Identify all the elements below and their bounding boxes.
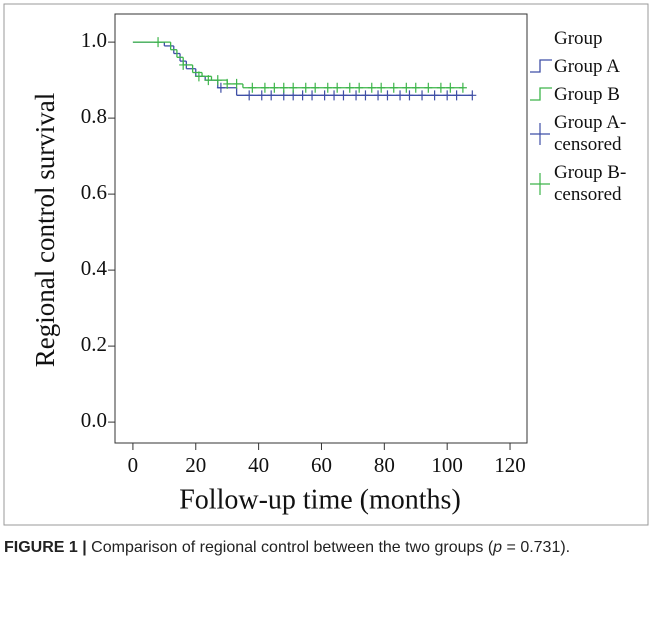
censor-mark	[430, 90, 439, 101]
censor-mark	[374, 90, 383, 101]
censor-mark	[389, 82, 398, 93]
legend-step	[530, 59, 552, 73]
censor-mark	[154, 37, 163, 48]
censor-mark	[301, 82, 310, 93]
x-tick-label: 0	[128, 453, 139, 477]
censor-mark	[436, 82, 445, 93]
y-tick-label: 0.2	[81, 332, 107, 356]
caption-italic: p	[493, 539, 503, 556]
legend-censor	[530, 123, 550, 145]
censor-mark	[179, 59, 188, 70]
x-tick-label: 100	[431, 453, 463, 477]
legend-title: Group	[554, 28, 603, 49]
plot-frame	[114, 13, 528, 444]
censor-mark	[311, 82, 320, 93]
censor-mark	[289, 82, 298, 93]
figure-frame	[3, 3, 649, 526]
caption-text: Comparison of regional control between t…	[91, 539, 494, 556]
censor-mark	[279, 82, 288, 93]
censor-mark	[308, 90, 317, 101]
censor-mark	[396, 90, 405, 101]
legend-label: Group A	[554, 56, 620, 77]
legend-icon	[530, 87, 552, 101]
censor-mark	[411, 82, 420, 93]
censor-mark	[267, 90, 276, 101]
censor-mark	[248, 82, 257, 93]
censor-mark	[298, 90, 307, 101]
censor-mark	[330, 90, 339, 101]
y-tick-label: 0.6	[81, 180, 107, 204]
legend-item: Group A	[526, 56, 646, 78]
censor-mark	[323, 82, 332, 93]
censor-mark	[260, 82, 269, 93]
caption: FIGURE 1 | Comparison of regional contro…	[4, 534, 644, 562]
legend-item: Group B-censored	[526, 162, 646, 206]
legend-icon	[530, 173, 550, 195]
censor-mark	[361, 90, 370, 101]
x-tick-label: 60	[311, 453, 332, 477]
legend-icon	[530, 59, 552, 73]
legend: Group Group A Group B Group A-censored Grou…	[526, 28, 646, 206]
censor-mark	[223, 78, 232, 89]
x-tick-label: 20	[185, 453, 206, 477]
censor-mark	[232, 78, 241, 89]
censor-mark	[216, 82, 225, 93]
x-tick-label: 120	[494, 453, 526, 477]
censor-mark	[352, 90, 361, 101]
censor-mark	[418, 90, 427, 101]
censor-mark	[383, 90, 392, 101]
legend-label: Group A-censored	[554, 112, 627, 155]
y-axis-label: Regional control survival	[30, 93, 60, 367]
y-tick-label: 0.0	[81, 408, 107, 432]
censor-mark	[245, 90, 254, 101]
censor-mark	[468, 90, 477, 101]
y-tick-label: 1.0	[81, 28, 107, 52]
legend-censor	[530, 173, 550, 195]
censor-mark	[355, 82, 364, 93]
x-axis-label: Follow-up time (months)	[179, 484, 461, 515]
y-tick-label: 0.8	[81, 104, 107, 128]
censor-mark	[367, 82, 376, 93]
x-tick-label: 80	[374, 453, 395, 477]
censor-mark	[443, 90, 452, 101]
censor-mark	[377, 82, 386, 93]
censor-mark	[257, 90, 266, 101]
censor-mark	[446, 82, 455, 93]
censor-mark	[424, 82, 433, 93]
censor-mark	[333, 82, 342, 93]
censor-mark	[405, 90, 414, 101]
y-tick-label: 0.4	[81, 256, 108, 280]
censor-mark	[339, 90, 348, 101]
censor-mark	[345, 82, 354, 93]
censor-mark	[452, 90, 461, 101]
legend-item: Group B	[526, 84, 646, 106]
legend-step	[530, 87, 552, 101]
censor-mark	[204, 75, 213, 86]
legend-icon	[530, 123, 550, 145]
legend-label: Group B	[554, 84, 620, 105]
censor-mark	[402, 82, 411, 93]
censor-mark	[320, 90, 329, 101]
censor-mark	[194, 71, 203, 82]
caption-text: = 0.731).	[502, 539, 571, 556]
x-tick-label: 40	[248, 453, 269, 477]
censor-mark	[270, 82, 279, 93]
legend-label: Group B-censored	[554, 162, 627, 205]
censor-mark	[213, 75, 222, 86]
legend-item: Group A-censored	[526, 112, 646, 156]
censor-mark	[458, 82, 467, 93]
caption-label: FIGURE 1 |	[4, 539, 87, 556]
